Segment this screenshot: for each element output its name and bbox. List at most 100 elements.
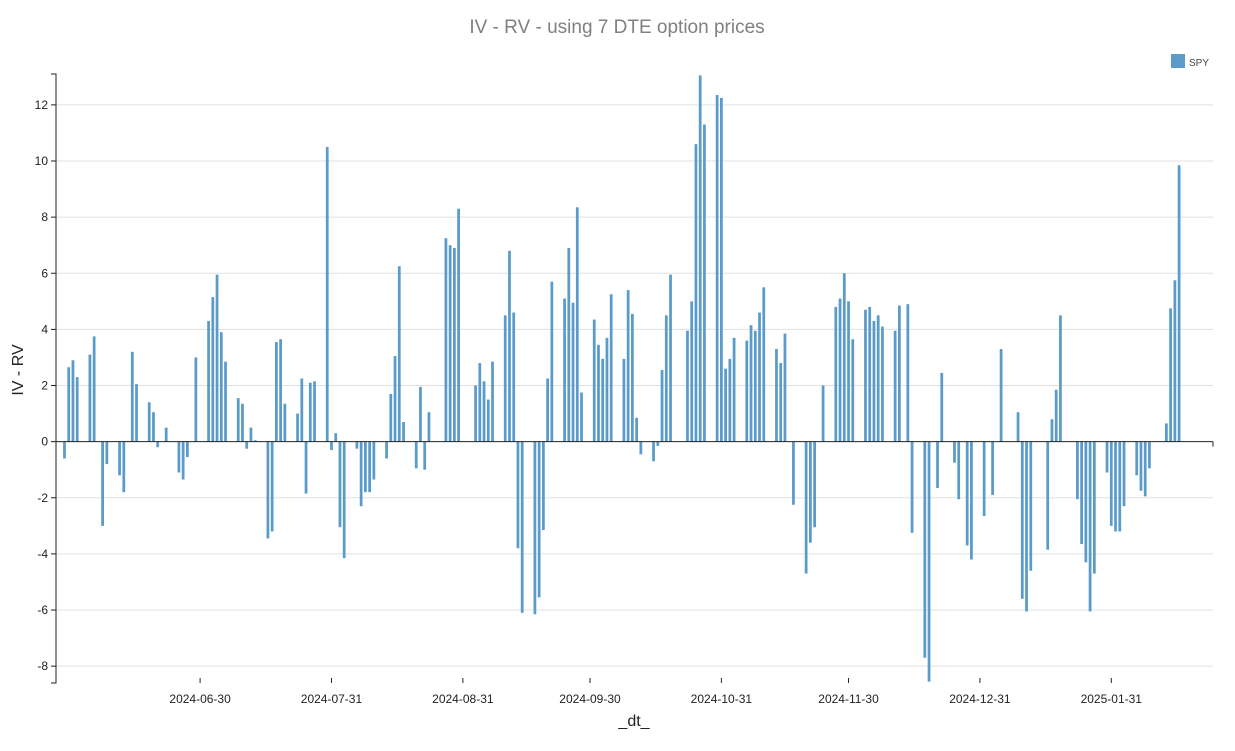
bar[interactable] [1084, 441, 1088, 563]
bar[interactable] [821, 385, 825, 442]
bar[interactable] [186, 441, 189, 458]
bar[interactable] [194, 357, 198, 442]
bar[interactable] [953, 441, 956, 463]
bar[interactable] [732, 337, 736, 442]
bar[interactable] [389, 393, 393, 442]
bar[interactable] [664, 315, 668, 442]
bar[interactable] [67, 367, 71, 442]
bar[interactable] [580, 392, 583, 442]
bar[interactable] [1173, 280, 1177, 442]
bar[interactable] [177, 441, 181, 473]
bar[interactable] [419, 386, 422, 442]
bar[interactable] [245, 441, 249, 449]
bar[interactable] [1059, 315, 1062, 442]
bar[interactable] [241, 403, 244, 442]
bar[interactable] [1169, 308, 1172, 442]
bar[interactable] [745, 340, 749, 442]
bar[interactable] [1076, 441, 1079, 500]
bar[interactable] [1118, 441, 1122, 532]
bar[interactable] [63, 441, 66, 459]
bar[interactable] [164, 427, 168, 442]
bar[interactable] [813, 441, 816, 528]
bar[interactable] [444, 238, 448, 442]
bar[interactable] [423, 441, 427, 470]
bar[interactable] [1105, 441, 1109, 473]
bar[interactable] [304, 441, 308, 494]
bar[interactable] [660, 370, 664, 442]
bar[interactable] [135, 384, 138, 442]
bar[interactable] [749, 325, 753, 442]
bar[interactable] [809, 441, 812, 543]
bar[interactable] [364, 441, 367, 493]
bar[interactable] [368, 441, 371, 493]
bar[interactable] [999, 349, 1003, 442]
bar[interactable] [686, 330, 689, 442]
bar[interactable] [224, 361, 227, 442]
bar[interactable] [1050, 419, 1054, 442]
bar[interactable] [537, 441, 541, 598]
bar[interactable] [313, 381, 316, 442]
bar[interactable] [1177, 165, 1181, 442]
bar[interactable] [724, 368, 727, 442]
bar[interactable] [864, 309, 867, 442]
bar[interactable] [550, 281, 554, 442]
bar[interactable] [652, 441, 655, 462]
bar[interactable] [592, 319, 596, 442]
bar[interactable] [605, 337, 609, 442]
bar[interactable] [609, 294, 613, 442]
bar[interactable] [330, 441, 333, 451]
bar[interactable] [804, 441, 808, 574]
bar[interactable] [219, 332, 223, 442]
bar[interactable] [982, 441, 986, 517]
bar[interactable] [508, 250, 511, 442]
bar[interactable] [872, 320, 876, 442]
bar[interactable] [512, 312, 516, 442]
bar[interactable] [893, 330, 897, 442]
bar[interactable] [834, 306, 838, 442]
bar[interactable] [635, 417, 638, 442]
bar[interactable] [970, 441, 973, 560]
bar[interactable] [457, 208, 460, 442]
bar[interactable] [414, 441, 418, 469]
bar[interactable] [758, 312, 761, 442]
bar[interactable] [71, 360, 75, 442]
bar[interactable] [626, 290, 630, 442]
bar[interactable] [728, 358, 732, 442]
bar[interactable] [296, 413, 299, 442]
bar[interactable] [1054, 389, 1058, 442]
bar[interactable] [779, 363, 783, 442]
bar[interactable] [101, 441, 104, 526]
bar[interactable] [571, 302, 575, 442]
bar[interactable] [75, 377, 79, 442]
bar[interactable] [355, 441, 359, 449]
bar[interactable] [338, 441, 342, 528]
bar[interactable] [792, 441, 795, 505]
bar[interactable] [520, 441, 524, 613]
bar[interactable] [130, 351, 134, 442]
legend[interactable]: SPY [1171, 54, 1209, 69]
bar[interactable] [342, 441, 346, 559]
bar[interactable] [1135, 441, 1139, 476]
bar[interactable] [597, 344, 600, 442]
bar[interactable] [478, 363, 482, 442]
bar[interactable] [453, 248, 456, 442]
bar[interactable] [300, 378, 304, 442]
bar[interactable] [936, 441, 939, 488]
bar[interactable] [847, 301, 850, 442]
bar[interactable] [334, 433, 338, 442]
bar[interactable] [1046, 441, 1050, 550]
bar[interactable] [491, 361, 494, 442]
bar[interactable] [325, 146, 329, 442]
bar[interactable] [698, 75, 702, 442]
bar[interactable] [448, 245, 452, 442]
bar[interactable] [486, 399, 490, 442]
bar[interactable] [631, 313, 634, 442]
bar[interactable] [402, 422, 405, 442]
bar[interactable] [372, 441, 376, 480]
bar[interactable] [694, 144, 698, 442]
bar[interactable] [1016, 412, 1020, 442]
bar[interactable] [88, 354, 92, 442]
bar[interactable] [957, 441, 961, 500]
bar[interactable] [563, 298, 566, 442]
bar[interactable] [482, 381, 486, 442]
